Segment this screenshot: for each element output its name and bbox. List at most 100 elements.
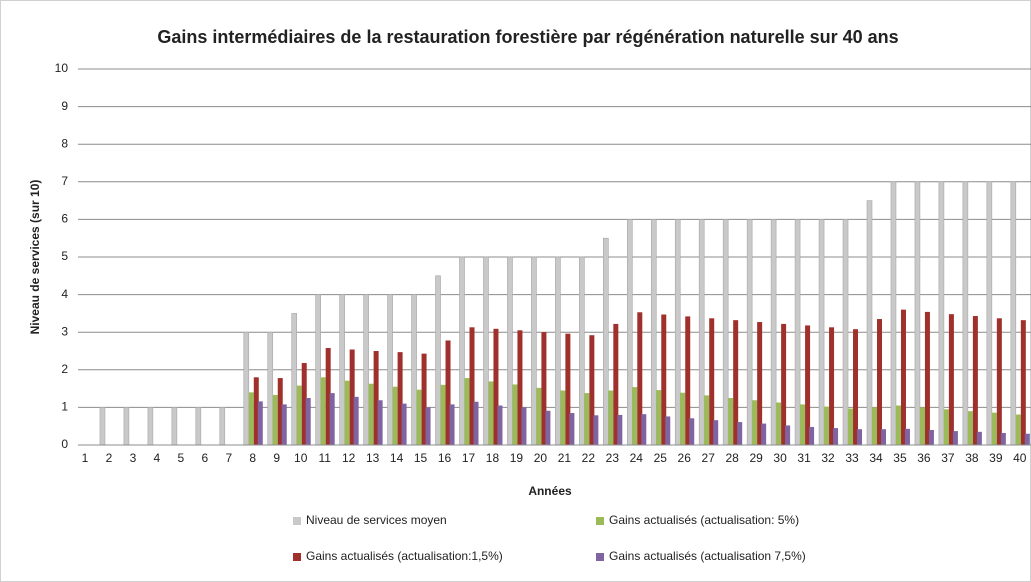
bar [349,349,355,445]
bar [876,319,882,445]
bar [565,333,571,445]
bar [904,428,910,445]
bar [291,313,298,446]
bar [656,390,662,445]
bar [473,401,479,445]
bar [608,390,614,445]
y-tick-label: 1 [61,400,68,414]
bar [603,237,609,446]
legend-label: Gains actualisés (actualisation:1,5%) [306,549,503,563]
bar [1020,320,1026,445]
x-tick-label: 19 [510,451,524,465]
y-tick-label: 8 [61,136,68,150]
bar [770,219,777,446]
bar [962,181,969,446]
x-tick-label: 33 [845,451,859,465]
x-tick-label: 5 [178,451,185,465]
legend-swatch [293,553,301,561]
x-tick-label: 27 [702,451,716,465]
x-tick-label: 28 [725,451,739,465]
bar [685,316,691,445]
bar [589,335,595,445]
bar [761,423,767,445]
bar [733,320,739,445]
bar [641,414,647,445]
bar [493,328,499,445]
bar [967,411,973,445]
bar [674,219,681,446]
x-tick-label: 36 [917,451,931,465]
bar [713,420,719,445]
bar [195,407,202,446]
legend-swatch [293,517,301,525]
bar [449,404,455,445]
bar [315,294,321,446]
bar [938,181,945,446]
bar [387,294,393,446]
x-tick-label: 39 [989,451,1003,465]
bar [800,404,806,445]
bar [459,256,465,446]
bar [579,256,585,446]
bar [296,385,302,445]
bar [392,386,398,445]
bar [829,327,835,445]
bar [521,407,527,445]
bar [617,414,623,445]
bar [833,428,839,445]
bar [483,256,489,446]
x-tick-label: 31 [797,451,811,465]
legend-swatch [596,553,604,561]
y-tick-label: 3 [61,324,68,338]
x-tick-label: 37 [941,451,955,465]
bar [698,219,705,446]
bar [305,398,311,445]
bar [928,429,934,445]
bar [584,393,590,445]
bar [541,332,547,445]
bar [512,384,518,445]
bar [445,340,451,445]
x-tick-label: 25 [654,451,668,465]
x-tick-label: 10 [294,451,308,465]
bar [704,395,710,445]
bar [914,181,921,446]
bar [281,404,287,445]
x-tick-label: 16 [438,451,452,465]
x-tick-label: 32 [821,451,835,465]
x-tick-label: 35 [893,451,907,465]
bar [301,363,307,445]
bar [853,329,859,445]
bar [794,219,801,446]
bar [737,422,743,445]
bar [972,316,978,445]
bar [943,409,949,445]
chart-title: Gains intermédiaires de la restauration … [157,27,898,47]
x-tick-label: 7 [225,451,232,465]
x-tick-label: 14 [390,451,404,465]
y-tick-label: 4 [61,287,68,301]
x-tick-label: 3 [130,451,137,465]
bar [243,331,250,446]
bar [555,256,561,446]
y-axis-title: Niveau de services (sur 10) [28,180,42,335]
x-tick-label: 30 [773,451,787,465]
legend-label: Niveau de services moyen [306,513,447,527]
bar [325,347,331,445]
bar [497,405,503,445]
legend-label: Gains actualisés (actualisation: 5%) [609,513,799,527]
x-tick-label: 40 [1013,451,1027,465]
bar [785,425,791,445]
bar [253,377,259,445]
bar [871,407,877,445]
bar [329,393,335,445]
x-tick-label: 29 [749,451,763,465]
bar [416,389,422,445]
bar [613,323,619,445]
bar [919,407,925,445]
bar [722,219,729,446]
y-tick-label: 6 [61,212,68,226]
bar [996,318,1002,445]
bar [425,407,431,445]
